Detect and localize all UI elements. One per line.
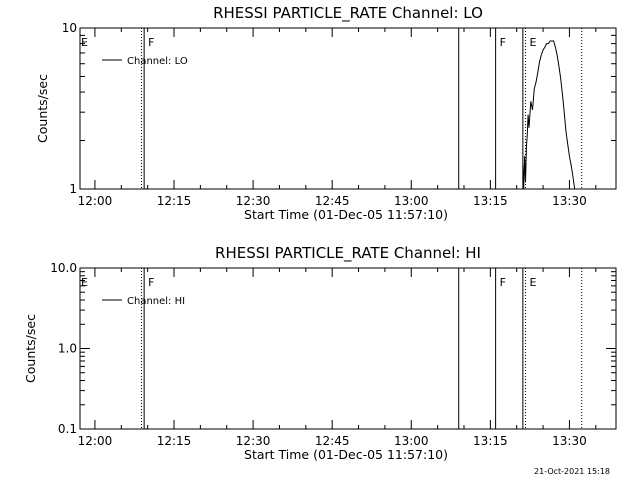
y-tick-label: 0.1 bbox=[58, 422, 77, 436]
y-tick-label: 10.0 bbox=[50, 261, 77, 275]
x-tick-label: 13:30 bbox=[552, 194, 587, 208]
chart-title: RHESSI PARTICLE_RATE Channel: LO bbox=[213, 4, 483, 23]
x-axis-label: Start Time (01-Dec-05 11:57:10) bbox=[244, 207, 448, 222]
x-tick-label: 12:15 bbox=[157, 194, 192, 208]
event-line-label: F bbox=[148, 36, 154, 49]
x-tick-label: 12:00 bbox=[78, 194, 113, 208]
x-tick-label: 12:45 bbox=[315, 194, 350, 208]
edge-label: E bbox=[81, 36, 88, 49]
x-tick-label: 12:15 bbox=[157, 434, 192, 448]
event-line-label: F bbox=[500, 36, 506, 49]
legend-label: Channel: HI bbox=[127, 296, 185, 307]
plot-frame bbox=[79, 27, 617, 190]
y-axis-label: Counts/sec bbox=[35, 74, 50, 143]
event-line-label: F bbox=[500, 276, 506, 289]
x-tick-label: 13:15 bbox=[473, 434, 508, 448]
series-line bbox=[522, 40, 576, 190]
lo-channel-chart: RHESSI PARTICLE_RATE Channel: LO 12:00 12:… bbox=[35, 4, 617, 222]
x-tick-label: 13:15 bbox=[473, 194, 508, 208]
x-axis-label: Start Time (01-Dec-05 11:57:10) bbox=[244, 447, 448, 462]
x-tick-label: 13:00 bbox=[394, 194, 429, 208]
x-tick-label: 12:45 bbox=[315, 434, 350, 448]
event-line-label: E bbox=[529, 36, 536, 49]
x-tick-label: 13:30 bbox=[552, 434, 587, 448]
event-line-label: F bbox=[148, 276, 154, 289]
x-tick-label: 12:30 bbox=[236, 194, 271, 208]
event-line-label: E bbox=[529, 276, 536, 289]
y-axis-label: Counts/sec bbox=[23, 314, 38, 383]
plot-frame bbox=[79, 267, 617, 430]
y-tick-label: 1 bbox=[69, 182, 77, 196]
timestamp: 21-Oct-2021 15:18 bbox=[534, 467, 610, 476]
hi-channel-chart: RHESSI PARTICLE_RATE Channel: HI 12:00 12:… bbox=[23, 244, 617, 462]
x-tick-label: 12:00 bbox=[78, 434, 113, 448]
y-tick-label: 10 bbox=[62, 21, 77, 35]
x-tick-label: 12:30 bbox=[236, 434, 271, 448]
chart-title: RHESSI PARTICLE_RATE Channel: HI bbox=[215, 244, 481, 263]
edge-label: E bbox=[81, 276, 88, 289]
x-tick-label: 13:00 bbox=[394, 434, 429, 448]
legend-label: Channel: LO bbox=[127, 56, 188, 67]
y-tick-label: 1.0 bbox=[58, 342, 77, 356]
